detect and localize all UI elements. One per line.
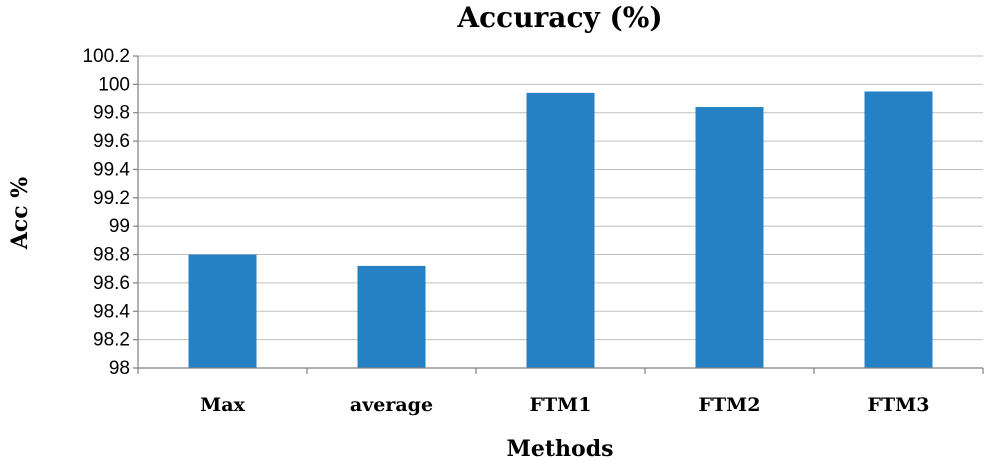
axes (133, 55, 984, 374)
x-tick-label: FTM1 (530, 394, 592, 416)
bar-ftm2 (695, 107, 764, 369)
y-tick-label: 99 (109, 216, 130, 237)
y-tick-label: 99.8 (93, 103, 130, 124)
y-tick-label: 99.2 (93, 188, 130, 209)
y-axis-ticks: 98 98.2 98.4 98.6 98.8 99 99.2 99.4 99.6 99.8 100 1… (82, 46, 130, 379)
x-axis-title: Methods (507, 436, 614, 460)
y-axis-title: Acc % (7, 177, 33, 251)
chart-title: Accuracy (%) (456, 1, 662, 34)
y-tick-label: 99.4 (93, 159, 130, 180)
y-tick-label: 98.2 (93, 330, 130, 351)
bar-ftm3 (864, 91, 933, 369)
bar-max (188, 254, 257, 368)
bars (188, 91, 933, 369)
y-tick-label: 99.6 (93, 131, 130, 152)
y-tick-label: 100 (98, 74, 130, 95)
y-tick-label: 98.4 (93, 301, 130, 322)
y-tick-label: 100.2 (82, 46, 130, 67)
x-tick-label: FTM3 (868, 394, 930, 416)
x-axis-ticks: Max average FTM1 FTM2 FTM3 (200, 394, 929, 416)
bar-average (357, 265, 426, 368)
x-tick-label: average (350, 394, 433, 416)
bar-ftm1 (526, 92, 595, 368)
y-tick-label: 98.8 (93, 245, 130, 266)
y-tick-label: 98 (109, 358, 130, 379)
y-tick-label: 98.6 (93, 273, 130, 294)
x-tick-label: FTM2 (699, 394, 761, 416)
x-tick-label: Max (200, 394, 245, 416)
